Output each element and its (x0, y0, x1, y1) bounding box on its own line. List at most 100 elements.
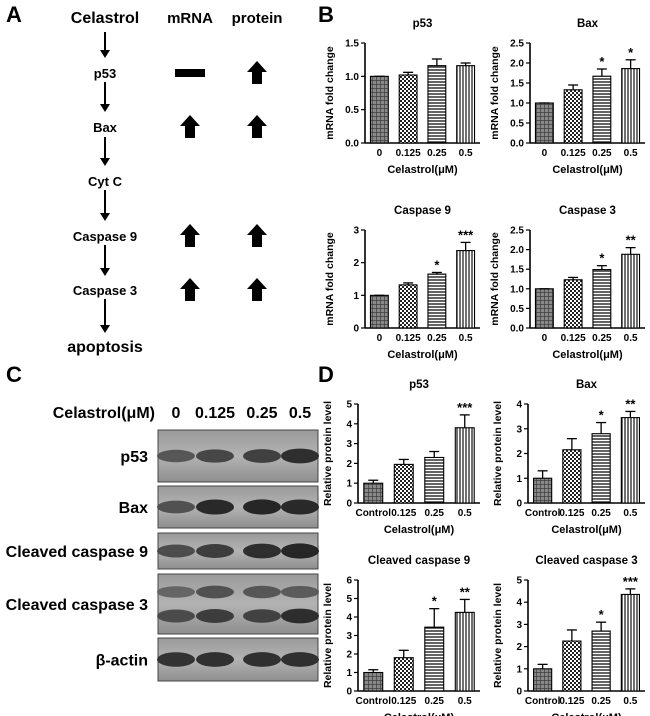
pathway-diagram: Celastrol mRNA protein p53 Bax Cyt C Caspas… (67, 10, 282, 356)
up-arrow-icon (180, 115, 200, 138)
y-tick-label: 2 (353, 258, 359, 269)
x-tick-label: 0.5 (459, 148, 473, 159)
bar (369, 294, 389, 329)
y-tick-label: 0 (353, 324, 359, 335)
bar (534, 102, 554, 144)
x-axis-label: Celastrol(μM) (552, 164, 623, 176)
y-axis-label: Relative protein level (322, 401, 334, 506)
bar-chart: Caspase 9 0 1 2 3 0 0.125 * 0.25 *** 0.5Celastrol(… (324, 205, 480, 361)
pathway-arrow-head (100, 104, 110, 112)
significance-label: *** (458, 227, 474, 242)
bar (427, 65, 447, 144)
bar (621, 68, 641, 144)
up-arrow-icon (247, 278, 267, 301)
up-arrow-icon (180, 278, 200, 301)
bar (393, 657, 414, 692)
pathway-arrow-head (100, 268, 110, 276)
bar (454, 427, 475, 504)
bar (456, 65, 476, 144)
blot-band (281, 652, 319, 667)
x-tick-label: 0.125 (391, 508, 416, 519)
y-tick-label: 0 (346, 499, 352, 510)
y-tick-label: 2.5 (510, 226, 524, 237)
x-tick-label: Control (355, 696, 391, 707)
x-tick-label: 0.25 (591, 508, 611, 519)
y-tick-label: 4 (346, 613, 352, 624)
y-tick-label: 0.0 (510, 139, 524, 150)
up-arrow-icon (247, 61, 267, 84)
blot-dose-label: 0.25 (246, 405, 277, 422)
significance-label: * (434, 257, 440, 272)
bar (454, 611, 475, 692)
y-axis-label: Relative protein level (492, 583, 504, 688)
bar-chart: Cleaved caspase 9 0 1 2 3 4 5 6 Control 0.125 * 0.2… (322, 555, 480, 716)
y-tick-label: 1 (346, 479, 352, 490)
bar (427, 273, 447, 329)
bar (563, 279, 583, 329)
x-tick-label: 0.125 (559, 508, 584, 519)
blot-row-label: Bax (119, 500, 148, 517)
y-tick-label: 3 (516, 424, 522, 435)
y-tick-label: 4 (516, 400, 522, 411)
x-tick-label: 0.5 (458, 696, 472, 707)
x-tick-label: 0.125 (561, 333, 586, 344)
bar (620, 593, 640, 692)
blot-band (281, 543, 319, 559)
y-tick-label: 5 (346, 594, 352, 605)
blot-band (243, 652, 281, 667)
significance-label: * (432, 594, 438, 609)
blot-band (196, 449, 234, 463)
blot-band (243, 543, 281, 559)
x-axis-label: Celastrol(μM) (551, 524, 622, 536)
y-tick-label: 1.0 (345, 72, 359, 83)
bar-chart: p53 0 1 2 3 4 5 Control 0.125 0.25 *** 0.5Celastrol… (322, 379, 480, 536)
bar (398, 284, 418, 329)
bar (563, 89, 583, 144)
x-axis-label: Celastrol(μM) (387, 349, 458, 361)
y-tick-label: 1.5 (345, 39, 359, 50)
blot-band (196, 609, 234, 623)
bar (621, 253, 641, 329)
bar (533, 477, 553, 504)
panel-label-b: B (318, 2, 334, 27)
chart-title: Bax (576, 379, 598, 391)
x-axis-label: Celastrol(μM) (384, 524, 455, 536)
blot-row-label: p53 (120, 449, 148, 466)
blot-band (157, 449, 195, 463)
bar (620, 417, 640, 504)
pathway-protein-header: protein (232, 10, 283, 27)
blot-band (281, 608, 319, 624)
x-tick-label: 0.5 (624, 148, 638, 159)
y-tick-label: 0 (516, 687, 522, 698)
blot-membrane (157, 573, 319, 635)
bar (363, 482, 384, 504)
x-tick-label: 0.125 (561, 148, 586, 159)
significance-label: * (628, 45, 634, 60)
pathway-step-label: Bax (93, 120, 118, 135)
y-tick-label: 0.5 (345, 105, 359, 116)
blot-row-label: Cleaved caspase 9 (6, 544, 148, 561)
pathway-step-label: Caspase 3 (73, 283, 137, 298)
bar (393, 463, 414, 504)
x-tick-label: 0.25 (425, 508, 445, 519)
panel-label-c: C (6, 362, 22, 387)
up-arrow-icon (180, 224, 200, 247)
blot-dose-label: 0.125 (195, 405, 235, 422)
blot-band (196, 544, 234, 558)
pathway-step-label: Cyt C (88, 174, 123, 189)
pathway-step-label: Caspase 9 (73, 229, 137, 244)
x-tick-label: 0.25 (427, 148, 447, 159)
x-tick-label: 0.125 (391, 696, 416, 707)
significance-label: * (599, 251, 605, 266)
x-tick-label: 0.25 (592, 148, 612, 159)
significance-label: *** (623, 574, 639, 589)
western-blot: Celastrol(μM) 0 0.125 0.25 0.5 p53 Bax Cleave… (6, 405, 319, 682)
bar (424, 456, 445, 504)
y-tick-label: 0.0 (510, 324, 524, 335)
blot-band (281, 499, 319, 515)
y-tick-label: 2 (346, 650, 352, 661)
x-axis-label: Celastrol(μM) (552, 349, 623, 361)
